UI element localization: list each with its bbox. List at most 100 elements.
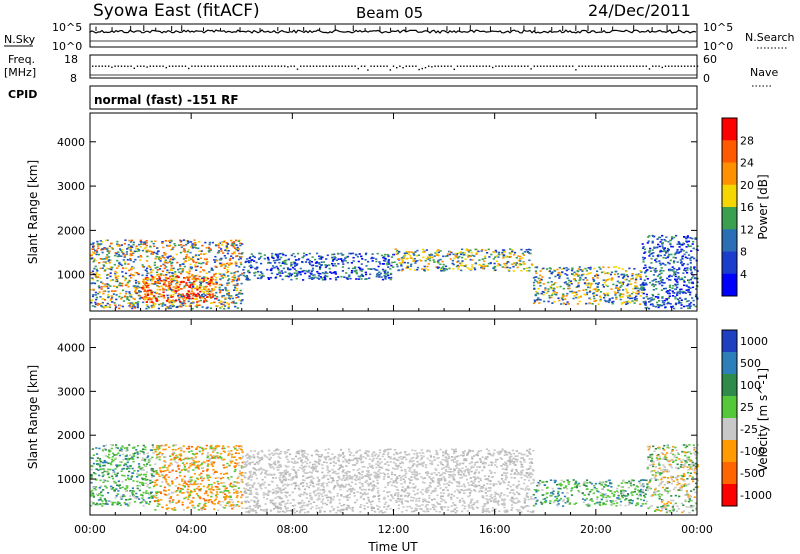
echo-cell <box>101 305 104 308</box>
echo-cell <box>326 484 329 487</box>
echo-cell <box>219 290 222 292</box>
echo-cell <box>194 254 198 256</box>
echo-cell <box>383 272 386 274</box>
echo-cell <box>420 508 423 510</box>
echo-cell <box>198 262 201 265</box>
echo-cell <box>588 286 591 289</box>
echo-cell <box>142 469 145 471</box>
echo-cell <box>597 289 600 291</box>
echo-cell <box>202 470 205 472</box>
nave-dot <box>184 65 187 67</box>
nave-dot <box>684 65 686 67</box>
echo-cell <box>264 503 267 505</box>
echo-cell <box>241 507 244 509</box>
echo-cell <box>184 496 187 499</box>
echo-cell <box>93 486 96 489</box>
echo-cell <box>271 256 274 259</box>
echo-cell <box>667 297 670 299</box>
echo-cell <box>661 279 664 281</box>
echo-cell <box>161 506 164 508</box>
echo-cell <box>248 484 251 486</box>
echo-cell <box>686 267 689 269</box>
echo-cell <box>178 283 181 286</box>
echo-cell <box>521 257 524 259</box>
echo-cell <box>216 480 219 483</box>
echo-cell <box>198 287 201 290</box>
echo-cell <box>131 493 134 496</box>
echo-cell <box>601 284 604 286</box>
echo-cell <box>223 294 226 297</box>
echo-cell <box>185 253 189 256</box>
echo-cell <box>387 260 390 262</box>
echo-cell <box>450 496 453 499</box>
echo-cell <box>559 274 562 276</box>
echo-cell <box>194 255 197 258</box>
echo-cell <box>502 254 505 256</box>
echo-cell <box>213 503 216 505</box>
echo-cell <box>353 495 356 497</box>
echo-cell <box>281 262 284 264</box>
echo-cell <box>200 253 203 255</box>
echo-cell <box>473 255 476 257</box>
echo-cell <box>290 274 293 277</box>
echo-cell <box>349 277 352 280</box>
echo-cell <box>214 477 217 479</box>
echo-cell <box>495 251 498 253</box>
echo-cell <box>428 256 431 259</box>
echo-cell <box>187 297 190 300</box>
echo-cell <box>159 265 163 267</box>
echo-cell <box>382 453 385 455</box>
echo-cell <box>598 295 602 298</box>
echo-cell <box>446 253 450 255</box>
echo-cell <box>188 257 191 259</box>
echo-cell <box>621 282 624 284</box>
echo-cell <box>178 465 182 467</box>
echo-cell <box>306 270 309 273</box>
echo-cell <box>577 284 580 287</box>
echo-cell <box>397 465 400 468</box>
nave-dot <box>168 65 171 67</box>
echo-cell <box>95 249 98 252</box>
echo-cell <box>450 251 453 254</box>
echo-cell <box>205 444 208 447</box>
echo-cell <box>599 291 603 293</box>
echo-cell <box>193 243 196 245</box>
echo-cell <box>224 286 227 289</box>
echo-cell <box>139 243 143 245</box>
echo-cell <box>326 469 329 471</box>
echo-cell <box>207 479 210 481</box>
echo-cell <box>642 287 645 290</box>
echo-cell <box>134 279 137 282</box>
echo-cell <box>650 299 653 301</box>
echo-cell <box>240 263 243 266</box>
echo-cell <box>672 256 675 259</box>
echo-cell <box>117 485 120 487</box>
echo-cell <box>105 502 108 504</box>
nave-dot <box>642 65 644 67</box>
echo-cell <box>411 473 414 475</box>
echo-cell <box>530 496 533 498</box>
echo-cell <box>595 273 598 276</box>
echo-cell <box>263 254 266 256</box>
echo-cell <box>191 453 195 455</box>
nave-dot <box>472 65 475 67</box>
echo-cell <box>321 256 324 259</box>
echo-cell <box>128 291 131 293</box>
echo-cell <box>652 235 655 238</box>
echo-cell <box>175 287 178 289</box>
echo-cell <box>168 255 171 258</box>
echo-cell <box>685 240 688 242</box>
echo-cell <box>153 276 156 278</box>
echo-cell <box>342 452 345 454</box>
echo-cell <box>224 265 227 267</box>
echo-cell <box>141 274 144 277</box>
echo-cell <box>142 243 145 246</box>
echo-cell <box>530 461 533 463</box>
echo-cell <box>145 290 148 293</box>
echo-cell <box>566 301 569 303</box>
echo-cell <box>236 463 239 465</box>
echo-cell <box>168 261 172 263</box>
echo-cell <box>372 257 375 259</box>
echo-cell <box>132 458 135 460</box>
echo-cell <box>212 473 215 475</box>
